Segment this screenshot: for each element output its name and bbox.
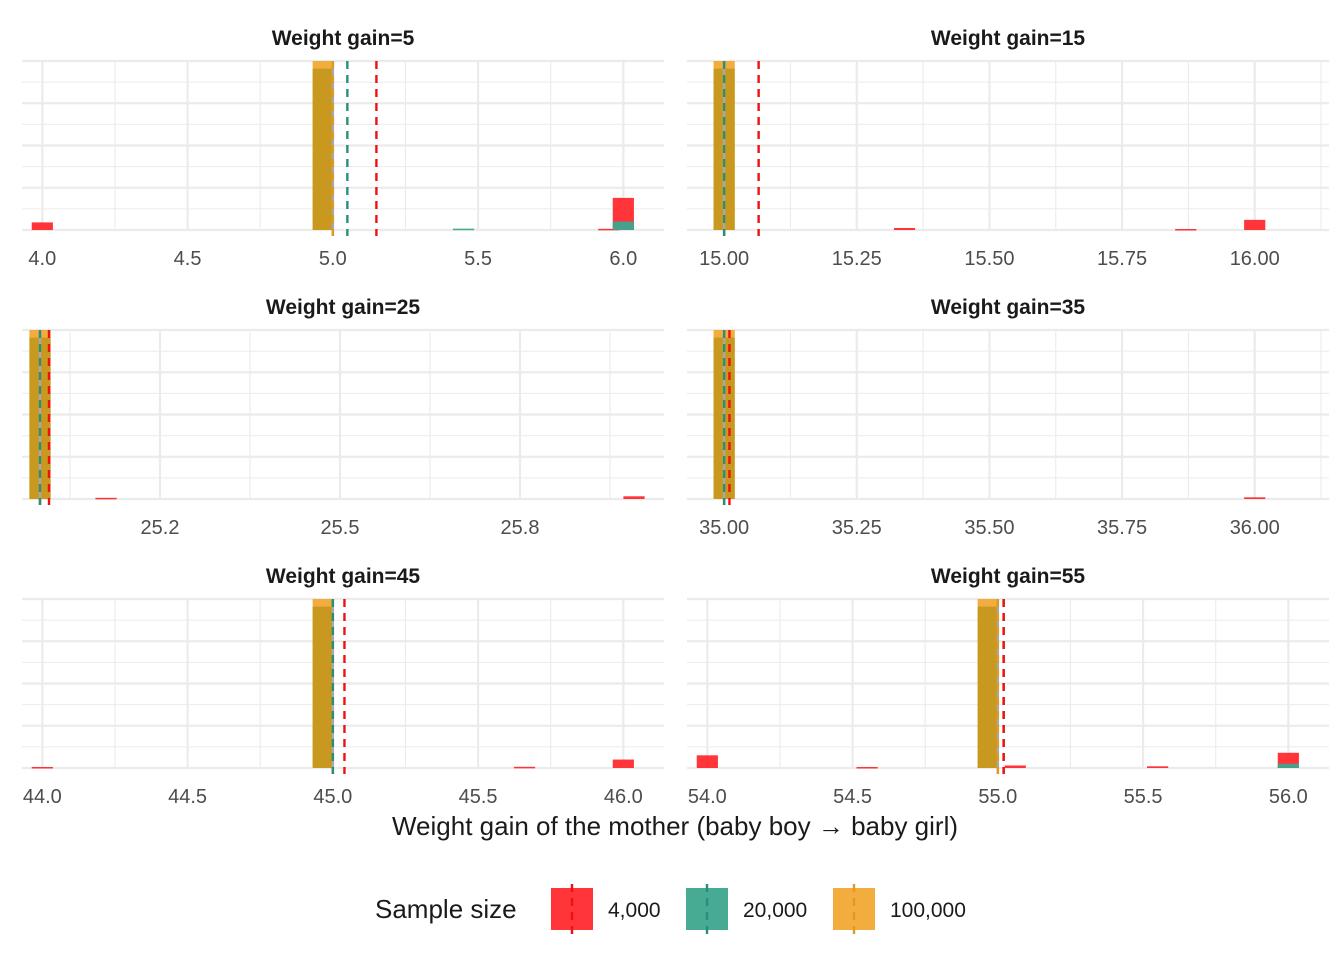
bar-4000: [95, 497, 117, 500]
bar-4000: [513, 766, 536, 769]
x-tick-label: 15.25: [832, 248, 882, 270]
panel-title: Weight gain=25: [266, 296, 421, 319]
legend-key-2: [686, 888, 728, 930]
legend-key-3: [833, 888, 875, 930]
bar-4000: [612, 759, 634, 768]
x-tick-label: 16.00: [1230, 248, 1280, 270]
panel-title: Weight gain=45: [266, 565, 421, 588]
legend-title: Sample size: [375, 894, 517, 924]
panel-title: Weight gain=5: [272, 27, 415, 50]
x-tick-label: 15.75: [1097, 248, 1147, 270]
panel-1: Weight gain=5 4.0 4.5 5.0 5.5 6.0: [22, 27, 664, 270]
x-tick-label: 25.8: [501, 517, 540, 539]
x-tick-label: 56.0: [1269, 786, 1308, 808]
x-tick-label: 54.5: [833, 786, 872, 808]
panel-title: Weight gain=55: [931, 565, 1086, 588]
panel-3: Weight gain=25 25.2 25.5 25.8: [22, 296, 664, 539]
x-tick-label: 15.50: [964, 248, 1014, 270]
legend-label: 20,000: [743, 899, 807, 922]
x-tick-label: 6.0: [609, 248, 637, 270]
panel-title: Weight gain=15: [931, 27, 1086, 50]
x-tick-label: 25.5: [321, 517, 360, 539]
x-tick-label: 55.5: [1124, 786, 1163, 808]
bar-overlap: [312, 68, 334, 230]
bar-4000: [696, 755, 718, 768]
x-tick-label: 55.0: [978, 786, 1017, 808]
x-tick-label: 45.0: [313, 786, 352, 808]
bar-4000: [623, 496, 645, 499]
x-tick-label: 35.50: [964, 517, 1014, 539]
bar-4000: [1147, 766, 1169, 768]
legend-label: 100,000: [890, 899, 966, 922]
bar-4000: [1244, 219, 1266, 230]
legend-key-1: [551, 888, 593, 930]
x-tick-label: 4.0: [28, 248, 56, 270]
bar-4000: [31, 222, 53, 230]
x-tick-label: 35.75: [1097, 517, 1147, 539]
legend-label: 4,000: [608, 899, 661, 922]
x-tick-label: 35.00: [699, 517, 749, 539]
panel-2: Weight gain=15 15.00 15.25 15.50 15.75 16.00: [687, 27, 1329, 270]
bar-overlap: [312, 606, 334, 768]
legend-entries: 4,000 20,000 100,000: [551, 884, 966, 934]
x-tick-label: 5.5: [464, 248, 492, 270]
x-tick-label: 54.0: [688, 786, 727, 808]
bar-4000: [31, 766, 53, 769]
x-tick-label: 44.5: [168, 786, 207, 808]
panel-4: Weight gain=35 35.00 35.25 35.50 35.75 36.00: [687, 296, 1329, 539]
bar-4000: [1004, 765, 1026, 768]
x-tick-label: 46.0: [604, 786, 643, 808]
bar-20000: [452, 228, 475, 231]
x-tick-label: 36.00: [1230, 517, 1280, 539]
x-tick-label: 25.2: [141, 517, 180, 539]
bar-4000: [598, 228, 620, 231]
bar-4000: [856, 766, 878, 769]
x-tick-label: 35.25: [832, 517, 882, 539]
x-tick-label: 44.0: [23, 786, 62, 808]
panel-title: Weight gain=35: [931, 296, 1086, 319]
bar-4000: [1244, 497, 1266, 499]
bar-overlap: [977, 606, 999, 768]
x-tick-label: 15.00: [699, 248, 749, 270]
bar-20000: [1277, 763, 1299, 768]
bar-4000: [1175, 228, 1197, 231]
panel-5: Weight gain=45 44.0 44.5 45.0 45.5 46.0: [22, 565, 664, 808]
bar-4000: [893, 227, 916, 230]
legend: Sample size 4,000 20,000 100,000: [375, 884, 966, 934]
x-tick-label: 4.5: [174, 248, 202, 270]
x-axis-title: Weight gain of the mother (baby boy → ba…: [392, 811, 958, 841]
x-tick-label: 45.5: [459, 786, 498, 808]
x-tick-label: 5.0: [319, 248, 347, 270]
bar-20000: [612, 221, 634, 230]
panel-6: Weight gain=55 54.0 54.5 55.0 55.5 56.0: [687, 565, 1329, 808]
